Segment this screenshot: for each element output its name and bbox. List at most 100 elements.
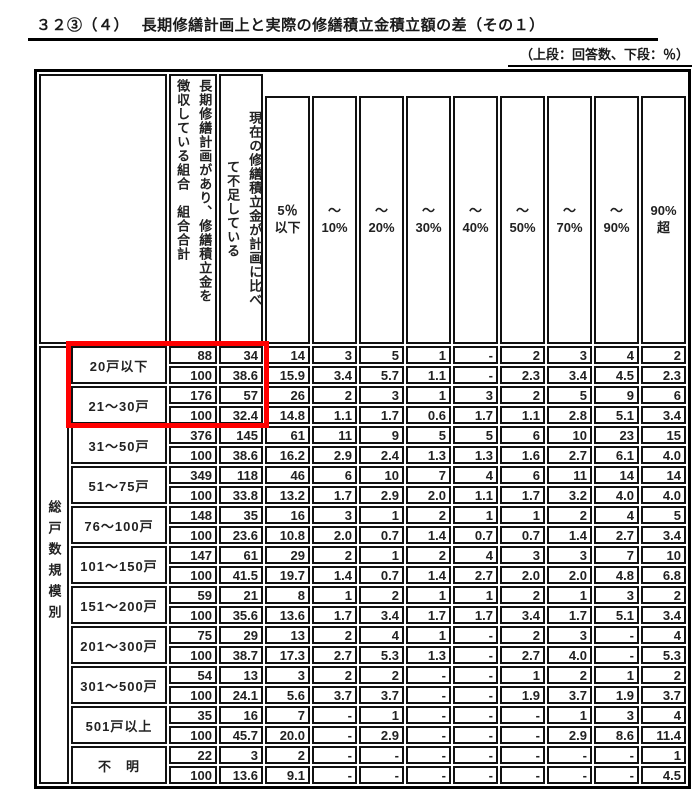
count-cell: 145	[219, 426, 263, 444]
count-cell: -	[453, 666, 498, 684]
row-label: 301～500戸	[71, 666, 167, 704]
percent-cell: 100	[169, 366, 217, 384]
pct-header-label: ～ 50%	[500, 96, 545, 344]
count-cell: 1	[453, 586, 498, 604]
percent-cell: 3.7	[547, 686, 592, 704]
count-cell: -	[453, 346, 498, 364]
percent-cell: 3.7	[641, 686, 686, 704]
count-cell: 349	[169, 466, 217, 484]
count-cell: 13	[265, 626, 310, 644]
percent-cell: 5.3	[359, 646, 404, 664]
count-cell: 2	[641, 666, 686, 684]
count-cell: 3	[547, 346, 592, 364]
percent-cell: -	[312, 726, 357, 744]
percent-cell: 1.7	[359, 406, 404, 424]
percent-cell: 4.5	[594, 366, 639, 384]
percent-cell: 3.4	[641, 526, 686, 544]
percent-cell: 1.7	[547, 606, 592, 624]
col-header-pct-0: 5％ 以下	[265, 74, 310, 344]
percent-cell: 100	[169, 526, 217, 544]
count-cell: 88	[169, 346, 217, 364]
percent-cell: 2.7	[453, 566, 498, 584]
percent-cell: 100	[169, 766, 217, 784]
percent-cell: 4.0	[641, 446, 686, 464]
percent-cell: 5.7	[359, 366, 404, 384]
count-cell: 1	[547, 586, 592, 604]
count-cell: -	[406, 706, 451, 724]
percent-cell: 100	[169, 446, 217, 464]
percent-cell: 5.3	[641, 646, 686, 664]
col-header-pct-4: ～ 40%	[453, 74, 498, 344]
count-cell: 59	[169, 586, 217, 604]
row-label: 20戸以下	[71, 346, 167, 384]
count-cell: 9	[359, 426, 404, 444]
corner-cell	[39, 74, 167, 344]
percent-cell: 2.0	[547, 566, 592, 584]
count-cell: 1	[312, 586, 357, 604]
percent-cell: -	[594, 646, 639, 664]
percent-cell: 1.4	[406, 566, 451, 584]
count-cell: -	[500, 746, 545, 764]
count-cell: 5	[547, 386, 592, 404]
count-cell: 1	[641, 746, 686, 764]
percent-cell: 0.7	[359, 566, 404, 584]
percent-cell: -	[453, 646, 498, 664]
count-cell: 15	[641, 426, 686, 444]
percent-cell: 1.3	[406, 446, 451, 464]
count-cell: 35	[169, 706, 217, 724]
count-cell: 148	[169, 506, 217, 524]
count-cell: 16	[265, 506, 310, 524]
count-cell: 2	[312, 626, 357, 644]
count-cell: 7	[406, 466, 451, 484]
percent-cell: 14.8	[265, 406, 310, 424]
percent-cell: 3.7	[312, 686, 357, 704]
col-header-shortage: 現在の修繕積立金が計画に比べ て不足している	[219, 74, 263, 344]
count-cell: 2	[406, 546, 451, 564]
count-cell: 4	[641, 626, 686, 644]
count-cell: 1	[547, 706, 592, 724]
percent-cell: 100	[169, 646, 217, 664]
percent-cell: 100	[169, 486, 217, 504]
percent-cell: 2.7	[312, 646, 357, 664]
percent-cell: -	[594, 766, 639, 784]
percent-cell: 38.7	[219, 646, 263, 664]
count-cell: 10	[547, 426, 592, 444]
count-cell: 1	[453, 506, 498, 524]
count-cell: 1	[359, 506, 404, 524]
count-cell: -	[453, 626, 498, 644]
percent-cell: -	[453, 686, 498, 704]
count-cell: 2	[500, 386, 545, 404]
pct-header-label: 90% 超	[641, 96, 686, 344]
count-cell: 5	[406, 426, 451, 444]
percent-cell: 2.0	[500, 566, 545, 584]
count-cell: 7	[594, 546, 639, 564]
percent-cell: -	[500, 766, 545, 784]
table-header: 長期修繕計画があり、修繕積立金を 徴収している組合 組合合計 現在の修繕積立金が…	[39, 74, 686, 344]
count-cell: 2	[359, 586, 404, 604]
count-cell: 2	[312, 386, 357, 404]
percent-cell: 32.4	[219, 406, 263, 424]
percent-cell: 1.7	[500, 486, 545, 504]
percent-cell: 6.1	[594, 446, 639, 464]
count-cell: 1	[406, 586, 451, 604]
count-cell: 10	[359, 466, 404, 484]
count-cell: -	[453, 746, 498, 764]
percent-cell: -	[359, 766, 404, 784]
count-cell: 8	[265, 586, 310, 604]
row-label: 101～150戸	[71, 546, 167, 584]
count-cell: 6	[312, 466, 357, 484]
col-header-pct-5: ～ 50%	[500, 74, 545, 344]
row-label: 76～100戸	[71, 506, 167, 544]
table-body: 総戸数規模別 20戸以下 88 34 14 3 5 1-2 3 4 2 100 38.6 15.9 3.4 5…	[39, 346, 686, 784]
count-cell: 6	[641, 386, 686, 404]
col-header-pct-2: ～ 20%	[359, 74, 404, 344]
percent-cell: 1.4	[406, 526, 451, 544]
count-cell: 10	[641, 546, 686, 564]
count-cell: -	[500, 706, 545, 724]
percent-cell: 3.4	[359, 606, 404, 624]
count-cell: -	[406, 666, 451, 684]
percent-cell: 100	[169, 406, 217, 424]
count-cell: 1	[359, 546, 404, 564]
count-cell: 4	[359, 626, 404, 644]
percent-cell: 2.4	[359, 446, 404, 464]
